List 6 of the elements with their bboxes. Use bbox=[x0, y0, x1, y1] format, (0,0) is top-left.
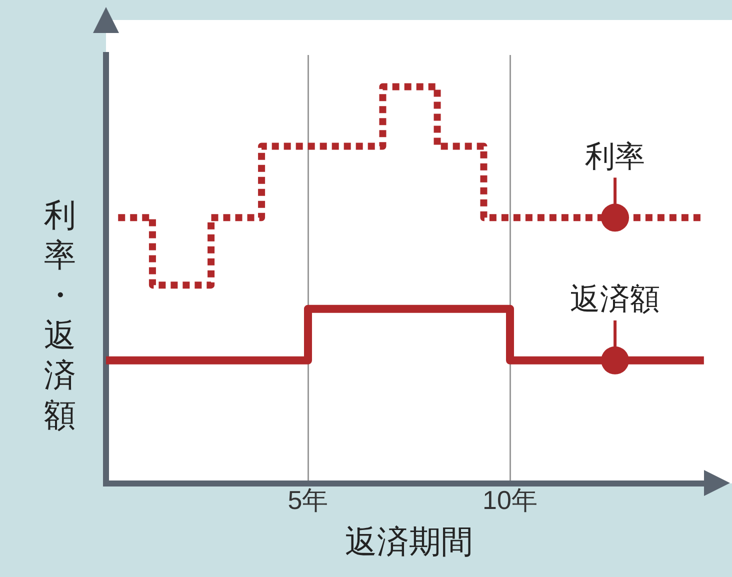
annotation: 返済額 bbox=[570, 282, 660, 318]
y-axis-title: 利率・返済額 bbox=[43, 195, 77, 435]
annotation: 利率 bbox=[585, 139, 646, 174]
x-tick-label: 10年 bbox=[482, 485, 538, 516]
x-axis-title: 返済期間 bbox=[345, 524, 473, 560]
x-tick-label: 5年 bbox=[288, 485, 328, 516]
